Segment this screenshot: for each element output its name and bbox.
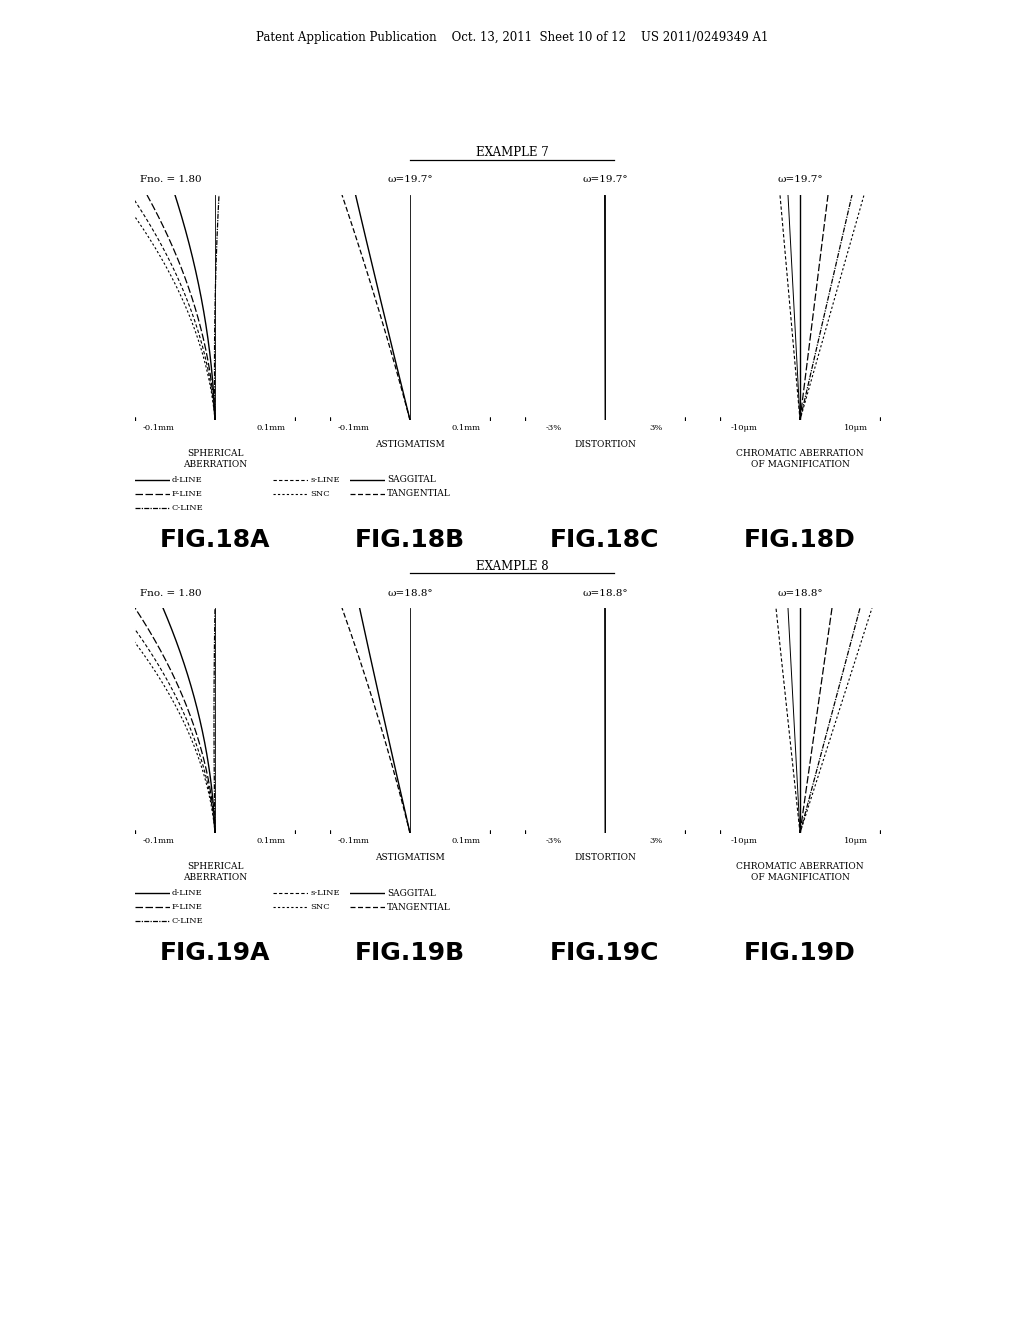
Text: TANGENTIAL: TANGENTIAL xyxy=(387,903,451,912)
Text: d-LINE: d-LINE xyxy=(172,477,203,484)
Text: SAGGITAL: SAGGITAL xyxy=(387,475,436,484)
Text: -10μm: -10μm xyxy=(730,424,758,432)
Text: s-LINE: s-LINE xyxy=(310,477,340,484)
Text: C-LINE: C-LINE xyxy=(172,917,204,925)
Text: ω=18.8°: ω=18.8° xyxy=(387,589,433,598)
Text: ASTIGMATISM: ASTIGMATISM xyxy=(375,853,444,862)
Text: ω=19.7°: ω=19.7° xyxy=(387,176,433,185)
Text: DISTORTION: DISTORTION xyxy=(574,853,636,862)
Text: FIG.19D: FIG.19D xyxy=(744,941,856,965)
Text: d-LINE: d-LINE xyxy=(172,888,203,898)
Text: SAGGITAL: SAGGITAL xyxy=(387,888,436,898)
Text: EXAMPLE 8: EXAMPLE 8 xyxy=(476,560,548,573)
Text: 0.1mm: 0.1mm xyxy=(452,424,480,432)
Text: EXAMPLE 7: EXAMPLE 7 xyxy=(475,147,549,160)
Text: FIG.19A: FIG.19A xyxy=(160,941,270,965)
Text: -0.1mm: -0.1mm xyxy=(338,424,370,432)
Text: 0.1mm: 0.1mm xyxy=(256,424,286,432)
Text: TANGENTIAL: TANGENTIAL xyxy=(387,490,451,499)
Text: 0.1mm: 0.1mm xyxy=(256,837,286,845)
Text: -3%: -3% xyxy=(546,424,562,432)
Text: ASTIGMATISM: ASTIGMATISM xyxy=(375,440,444,449)
Text: DISTORTION: DISTORTION xyxy=(574,440,636,449)
Text: -10μm: -10μm xyxy=(730,837,758,845)
Text: s-LINE: s-LINE xyxy=(310,888,340,898)
Text: -0.1mm: -0.1mm xyxy=(143,424,175,432)
Text: Patent Application Publication    Oct. 13, 2011  Sheet 10 of 12    US 2011/02493: Patent Application Publication Oct. 13, … xyxy=(256,32,768,45)
Text: C-LINE: C-LINE xyxy=(172,504,204,512)
Text: FIG.19B: FIG.19B xyxy=(355,941,465,965)
Text: 10μm: 10μm xyxy=(844,424,868,432)
Text: ω=18.8°: ω=18.8° xyxy=(583,589,628,598)
Text: SPHERICAL
ABERRATION: SPHERICAL ABERRATION xyxy=(183,862,247,882)
Text: CHROMATIC ABERRATION
OF MAGNIFICATION: CHROMATIC ABERRATION OF MAGNIFICATION xyxy=(736,862,864,882)
Text: ω=19.7°: ω=19.7° xyxy=(777,176,823,185)
Text: F-LINE: F-LINE xyxy=(172,903,203,911)
Text: CHROMATIC ABERRATION
OF MAGNIFICATION: CHROMATIC ABERRATION OF MAGNIFICATION xyxy=(736,449,864,469)
Text: FIG.19C: FIG.19C xyxy=(550,941,659,965)
Text: SNC: SNC xyxy=(310,903,330,911)
Text: FIG.18D: FIG.18D xyxy=(744,528,856,552)
Text: SPHERICAL
ABERRATION: SPHERICAL ABERRATION xyxy=(183,449,247,469)
Text: 10μm: 10μm xyxy=(844,837,868,845)
Text: -3%: -3% xyxy=(546,837,562,845)
Text: ω=19.7°: ω=19.7° xyxy=(583,176,628,185)
Text: -0.1mm: -0.1mm xyxy=(338,837,370,845)
Text: Fno. = 1.80: Fno. = 1.80 xyxy=(140,589,202,598)
Text: 0.1mm: 0.1mm xyxy=(452,837,480,845)
Text: 3%: 3% xyxy=(649,837,663,845)
Text: -0.1mm: -0.1mm xyxy=(143,837,175,845)
Text: ω=18.8°: ω=18.8° xyxy=(777,589,823,598)
Text: 3%: 3% xyxy=(649,424,663,432)
Text: FIG.18B: FIG.18B xyxy=(355,528,465,552)
Text: FIG.18A: FIG.18A xyxy=(160,528,270,552)
Text: Fno. = 1.80: Fno. = 1.80 xyxy=(140,176,202,185)
Text: F-LINE: F-LINE xyxy=(172,490,203,498)
Text: SNC: SNC xyxy=(310,490,330,498)
Text: FIG.18C: FIG.18C xyxy=(550,528,659,552)
